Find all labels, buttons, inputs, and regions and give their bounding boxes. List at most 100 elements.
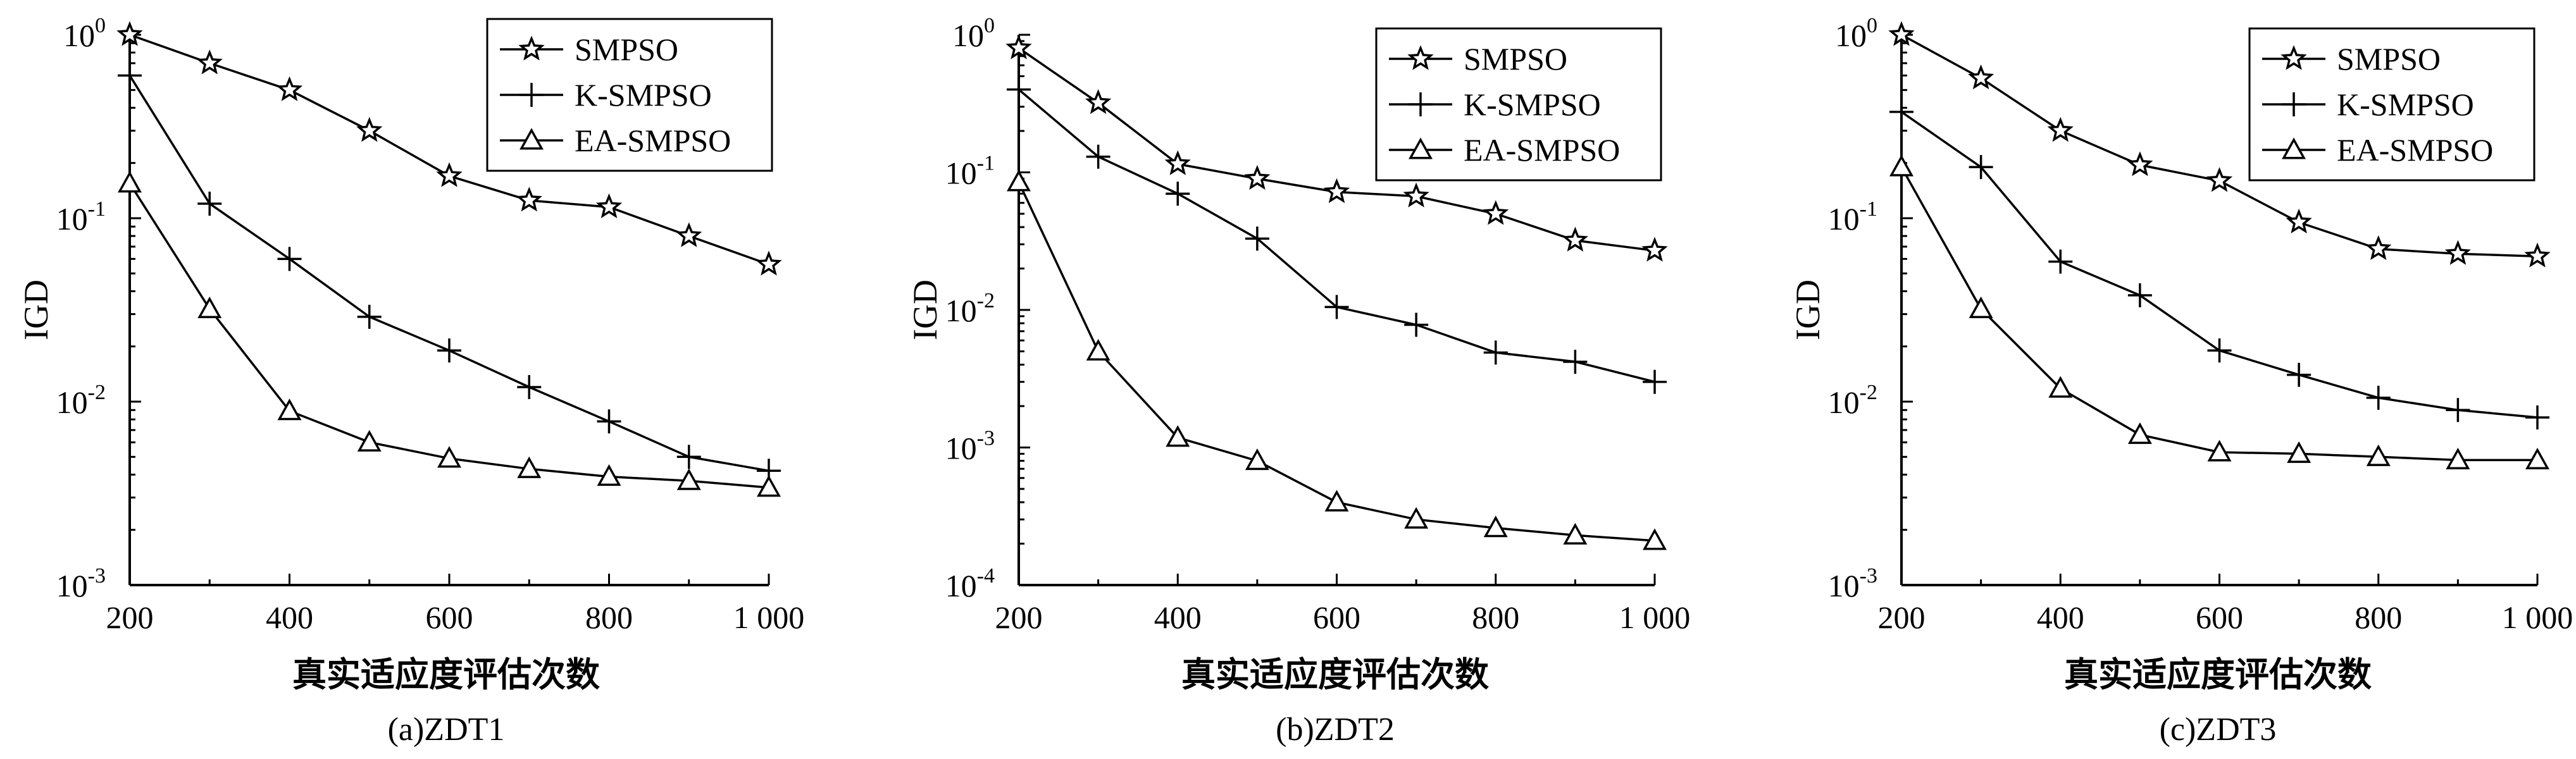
data-point-star-marker [2206, 167, 2233, 192]
legend-label: K-SMPSO [2337, 87, 2474, 122]
data-point-plus-marker [1324, 295, 1349, 319]
data-point-star-marker [1968, 64, 1994, 90]
data-point-star-marker [116, 21, 143, 46]
data-point-star-marker [356, 116, 383, 142]
data-point-star-marker [1483, 200, 1509, 225]
legend: SMPSO K-SMPSO EA-SMPSO [1375, 27, 1662, 182]
x-tick-label: 1 000 [1619, 600, 1691, 635]
legend-triangle-marker [2282, 137, 2306, 159]
data-point-plus-marker [1969, 155, 1993, 180]
y-tick-exponent: -3 [1860, 564, 1877, 588]
data-point-triangle-marker [1166, 425, 1190, 447]
x-tick-label: 200 [995, 600, 1043, 635]
legend-star-marker [518, 35, 545, 61]
data-point-triangle-marker [277, 398, 302, 421]
legend-label: EA-SMPSO [2337, 132, 2493, 168]
data-point-plus-marker [1166, 182, 1190, 206]
y-tick-base: 10 [1828, 201, 1860, 237]
data-point-star-marker [1641, 237, 1668, 262]
legend-label: K-SMPSO [575, 77, 712, 113]
y-tick-label: 10-4 [945, 564, 995, 603]
data-point-star-marker [1562, 226, 1588, 252]
data-point-triangle-marker [2366, 444, 2391, 466]
series-SMPSO [116, 21, 782, 276]
data-point-plus-marker [197, 192, 222, 216]
x-tick-label: 1 000 [733, 600, 805, 635]
legend-plus-marker [2282, 92, 2306, 116]
data-point-triangle-marker [1483, 515, 1508, 538]
y-tick-label: 10-1 [56, 197, 106, 237]
series-K-SMPSO [1889, 99, 2549, 429]
data-point-triangle-marker [1007, 170, 1031, 192]
data-point-triangle-marker [2525, 447, 2549, 469]
legend: SMPSO K-SMPSO EA-SMPSO [2248, 27, 2536, 182]
data-point-plus-marker [597, 409, 621, 434]
data-point-plus-marker [277, 247, 302, 271]
data-point-plus-marker [2446, 398, 2470, 423]
y-tick-exponent: 0 [984, 14, 995, 37]
data-point-plus-marker [676, 445, 701, 469]
data-point-star-marker [2286, 208, 2312, 233]
data-point-triangle-marker [1889, 154, 1913, 176]
y-tick-label: 10-2 [56, 381, 106, 420]
x-axis-title: 真实适应度评估次数 [1181, 655, 1489, 694]
y-tick-label: 10-1 [1828, 197, 1877, 237]
data-point-star-marker [436, 162, 463, 187]
panel-caption: (b)ZDT2 [1276, 712, 1395, 748]
y-tick-label: 10-3 [1828, 564, 1877, 603]
data-point-triangle-marker [1324, 490, 1349, 512]
y-tick-exponent: -1 [977, 152, 995, 175]
data-point-plus-marker [1404, 312, 1429, 337]
y-tick-exponent: -3 [88, 564, 106, 588]
data-point-triangle-marker [1969, 296, 1993, 319]
x-axis-title: 真实适应度评估次数 [2064, 655, 2372, 694]
y-tick-base: 10 [63, 18, 95, 53]
y-tick-label: 10-2 [945, 289, 995, 328]
y-tick-base: 10 [56, 385, 88, 420]
data-point-star-marker [676, 222, 702, 247]
data-point-star-marker [1005, 34, 1032, 59]
series-line-EA-SMPSO [1900, 166, 2537, 462]
panel-caption: (c)ZDT3 [2160, 712, 2277, 748]
y-tick-exponent: -1 [88, 197, 106, 221]
series-K-SMPSO [118, 63, 781, 483]
legend-label: SMPSO [1464, 41, 1567, 77]
y-tick-exponent: -2 [88, 381, 106, 404]
y-tick-label: 10-3 [945, 427, 995, 466]
data-point-plus-marker [2207, 338, 2232, 363]
series-SMPSO [1888, 21, 2551, 268]
data-point-star-marker [1085, 89, 1112, 114]
legend-star-marker [2280, 45, 2307, 70]
data-point-plus-marker [517, 375, 542, 400]
data-point-star-marker [595, 193, 623, 219]
y-tick-exponent: -2 [977, 289, 995, 312]
data-point-plus-marker [1245, 226, 1269, 251]
data-point-star-marker [1888, 21, 1915, 46]
legend-plus-marker [1409, 92, 1433, 116]
y-tick-base: 10 [945, 568, 977, 603]
y-tick-exponent: -4 [977, 564, 995, 588]
x-tick-label: 600 [426, 600, 473, 635]
series-EA-SMPSO [118, 171, 781, 497]
y-tick-base: 10 [945, 293, 977, 328]
legend-triangle-marker [520, 128, 544, 150]
legend-plus-marker [520, 83, 544, 107]
y-tick-base: 10 [1828, 385, 1860, 420]
data-point-plus-marker [2287, 362, 2312, 387]
series-EA-SMPSO [1889, 154, 2549, 469]
data-point-plus-marker [1563, 349, 1588, 374]
legend: SMPSO K-SMPSO EA-SMPSO [486, 18, 773, 172]
data-point-triangle-marker [1563, 522, 1588, 545]
data-point-star-marker [2444, 240, 2471, 265]
data-point-triangle-marker [118, 171, 142, 193]
data-point-plus-marker [1007, 77, 1031, 102]
data-point-star-marker [2524, 242, 2551, 268]
y-tick-exponent: -3 [977, 427, 995, 450]
data-point-triangle-marker [2207, 440, 2232, 462]
data-point-plus-marker [1086, 144, 1111, 169]
data-point-star-marker [1403, 182, 1429, 207]
data-point-triangle-marker [1086, 338, 1111, 361]
